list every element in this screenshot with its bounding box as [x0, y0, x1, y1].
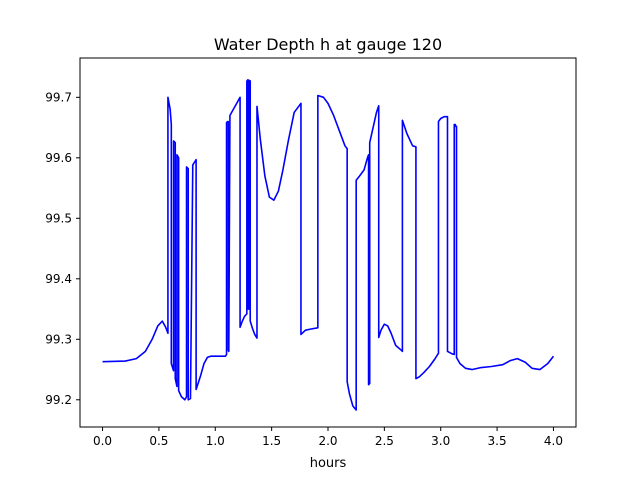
x-tick-label: 0.0	[93, 434, 112, 448]
x-tick-label: 2.0	[318, 434, 337, 448]
x-tick-label: 2.5	[375, 434, 394, 448]
x-tick-label: 1.5	[262, 434, 281, 448]
x-axis: 0.0 0.5 1.0 1.5 2.0 2.5 3.0 3.5 4.0	[93, 427, 563, 448]
x-tick-label: 0.5	[149, 434, 168, 448]
y-tick-label: 99.2	[45, 393, 72, 407]
x-tick-label: 1.0	[206, 434, 225, 448]
axes-frame	[79, 57, 577, 428]
chart-title: Water Depth h at gauge 120	[214, 35, 442, 54]
y-tick-label: 99.3	[45, 332, 72, 346]
y-tick-label: 99.6	[45, 151, 72, 165]
plot-area	[102, 78, 555, 411]
x-tick-label: 4.0	[544, 434, 563, 448]
y-tick-label: 99.5	[45, 211, 72, 225]
x-tick-label: 3.0	[431, 434, 450, 448]
y-axis: 99.2 99.3 99.4 99.5 99.6 99.7	[45, 90, 80, 407]
series-line-0	[102, 78, 555, 411]
x-tick-label: 3.5	[488, 434, 507, 448]
y-tick-label: 99.4	[45, 272, 72, 286]
x-axis-label: hours	[310, 456, 347, 471]
y-tick-label: 99.7	[45, 90, 72, 104]
